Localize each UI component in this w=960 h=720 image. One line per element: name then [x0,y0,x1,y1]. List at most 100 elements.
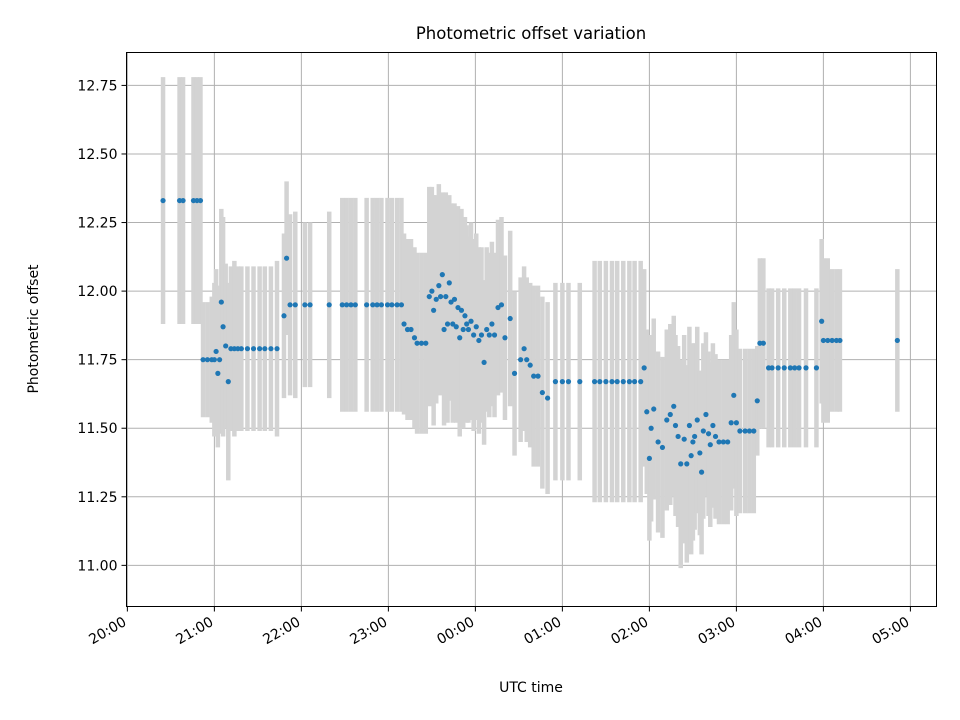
y-tick-label: 11.25 [77,490,117,506]
y-tick-label: 11.00 [77,558,117,574]
data-point [498,302,505,308]
data-point [458,307,465,313]
data-point [728,420,734,426]
data-point [444,321,451,327]
data-point [565,379,572,385]
data-point [591,379,598,385]
data-point [370,302,376,308]
data-point [725,439,731,445]
data-point [455,304,461,311]
data-point [326,302,332,308]
data-point [675,433,681,440]
data-point [705,431,712,437]
data-point [491,332,498,338]
data-point [257,346,263,352]
data-point [292,302,298,308]
data-point [733,420,739,426]
data-point [638,379,644,385]
data-point [678,461,684,467]
data-point [473,324,479,330]
data-point [262,346,268,352]
data-point [344,302,350,308]
data-point [641,365,647,371]
data-point [775,365,781,371]
data-point [681,436,687,442]
data-point [803,365,809,371]
data-point [746,428,753,434]
data-point [760,340,766,346]
data-point [437,293,444,300]
data-point [384,302,391,308]
data-point [648,425,654,431]
data-point [577,379,583,385]
data-point [398,302,405,308]
data-point [694,417,700,423]
data-point [197,197,204,204]
data-point [486,332,492,338]
data-point [223,343,229,349]
data-point [215,370,221,376]
data-point [707,442,713,448]
y-tick-label: 12.75 [77,78,117,94]
data-point [213,348,219,355]
data-point [446,280,452,286]
data-point [448,299,454,305]
data-point [431,307,437,313]
data-point [781,365,787,371]
data-point [524,357,530,363]
data-point [655,439,661,445]
data-point [244,346,251,352]
data-point [218,299,224,305]
data-point [710,422,716,429]
data-point [597,379,603,385]
data-point [495,304,501,311]
data-point [484,326,490,333]
data-point [441,326,447,333]
data-point [225,379,231,385]
data-point [414,340,420,346]
data-point [462,313,468,319]
data-point [507,315,513,322]
data-point [667,411,673,418]
data-point [664,417,670,423]
plot-frame [126,52,937,607]
data-point [411,335,418,341]
data-point [690,439,696,445]
data-point [837,337,843,344]
chart-title: Photometric offset variation [416,24,646,43]
y-tick-label: 12.50 [77,147,117,163]
data-point [468,318,474,324]
data-point [220,324,226,330]
data-point [464,321,470,327]
data-point [250,346,257,352]
data-point [825,337,831,344]
data-point [471,332,477,338]
data-point [651,406,657,412]
data-points [160,197,900,475]
data-point [478,332,485,338]
data-point [453,324,459,330]
data-point [426,293,432,300]
data-point [268,346,274,352]
data-point [527,362,533,368]
data-point [552,379,559,385]
data-point [481,359,487,366]
y-tick-label: 12.25 [77,216,117,232]
data-point [200,357,206,363]
data-point [348,302,354,308]
data-point [476,337,482,344]
data-point [489,321,495,327]
data-point [644,409,650,415]
data-point [894,337,900,344]
data-point [364,302,370,308]
data-point [659,444,666,451]
data-point [787,365,793,371]
data-point [423,340,429,346]
data-point [451,296,458,302]
data-point [751,428,757,434]
data-point [389,302,395,308]
data-point [274,346,280,352]
data-point [511,370,518,376]
data-point [700,428,706,434]
data-point [502,335,508,341]
